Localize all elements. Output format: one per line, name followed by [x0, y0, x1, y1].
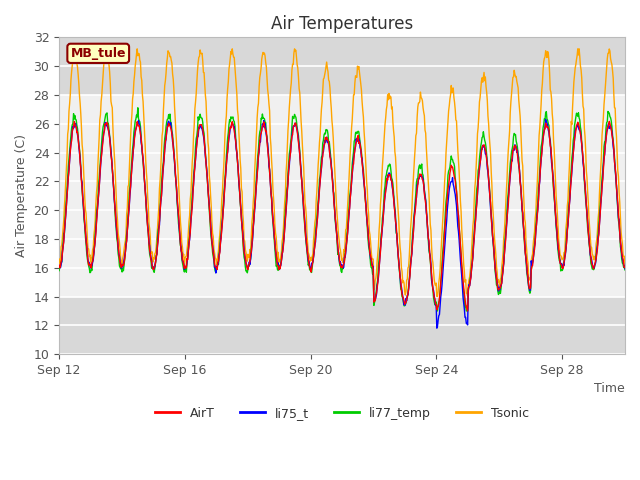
li77_temp [514, 145, 522, 151]
li75_t [621, 266, 629, 272]
li75_t [55, 264, 63, 270]
AirT [621, 264, 629, 270]
li77_temp [433, 308, 441, 314]
AirT [262, 129, 269, 134]
Text: MB_tule: MB_tule [70, 47, 126, 60]
li77_temp [76, 146, 83, 152]
li75_t [376, 256, 383, 262]
Tsonic [76, 93, 83, 98]
AirT [70, 119, 78, 124]
li77_temp [621, 267, 629, 273]
li75_t [291, 120, 299, 126]
Line: li75_t: li75_t [59, 120, 625, 328]
AirT [464, 308, 472, 314]
Line: AirT: AirT [59, 121, 625, 311]
Tsonic [376, 202, 384, 207]
li77_temp [262, 120, 269, 125]
Tsonic [621, 261, 629, 267]
AirT [292, 120, 300, 126]
Title: Air Temperatures: Air Temperatures [271, 15, 413, 33]
li75_t [433, 325, 441, 331]
AirT [76, 159, 84, 165]
Tsonic [55, 261, 63, 266]
Tsonic [434, 294, 442, 300]
li75_t [513, 150, 521, 156]
X-axis label: Time: Time [595, 383, 625, 396]
AirT [55, 263, 63, 268]
Tsonic [514, 82, 522, 87]
Line: Tsonic: Tsonic [59, 49, 625, 297]
Legend: AirT, li75_t, li77_temp, Tsonic: AirT, li75_t, li77_temp, Tsonic [150, 402, 534, 424]
li77_temp [292, 114, 300, 120]
li77_temp [55, 268, 63, 274]
li77_temp [134, 105, 141, 111]
li75_t [188, 204, 196, 210]
Tsonic [189, 150, 196, 156]
Y-axis label: Air Temperature (C): Air Temperature (C) [15, 134, 28, 257]
li77_temp [189, 184, 196, 190]
li75_t [261, 121, 269, 127]
Bar [59, 297, 625, 354]
li77_temp [376, 243, 384, 249]
Tsonic [262, 60, 269, 65]
Line: li77_temp: li77_temp [59, 108, 625, 311]
li75_t [542, 117, 550, 122]
AirT [514, 152, 522, 158]
AirT [189, 191, 196, 197]
Tsonic [102, 46, 110, 52]
li75_t [76, 150, 83, 156]
Tsonic [292, 48, 300, 53]
AirT [376, 249, 384, 255]
Bar [59, 37, 625, 95]
